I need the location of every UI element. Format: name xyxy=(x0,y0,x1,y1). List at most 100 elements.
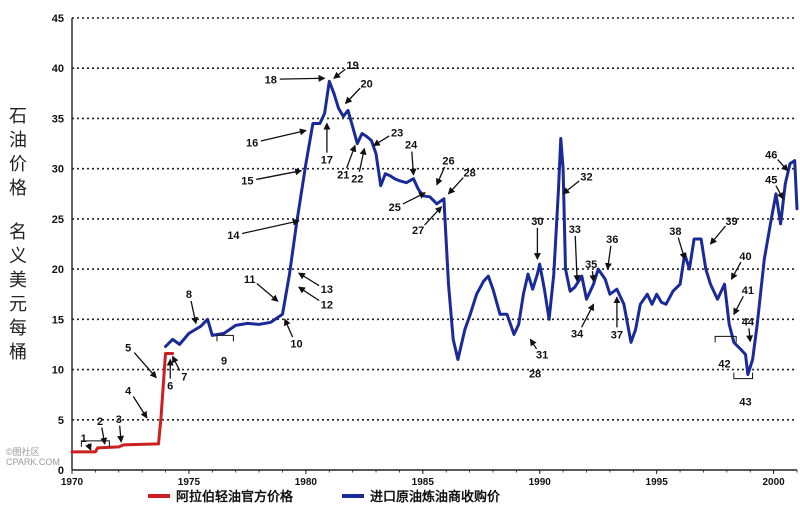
annotation-label: 8 xyxy=(186,289,192,301)
annotation-label: 20 xyxy=(361,78,373,90)
legend-label-2: 进口原油炼油商收购价 xyxy=(370,489,501,505)
annotation-label: 46 xyxy=(765,150,777,162)
annotation-arrow xyxy=(284,318,294,338)
annotation-arrow xyxy=(372,135,390,147)
annotation-bracket xyxy=(216,334,234,342)
x-tick-label: 1985 xyxy=(412,477,435,488)
annotation-arrow xyxy=(190,300,199,325)
annotation-arrow xyxy=(256,168,303,181)
annotation-label: 42 xyxy=(718,359,730,371)
annotation-arrow xyxy=(436,166,446,186)
annotation-label: 21 xyxy=(337,170,349,182)
watermark-line-2: CPARK.COM xyxy=(6,457,60,467)
annotation-label: 15 xyxy=(241,176,253,188)
annotation-label: 41 xyxy=(742,285,754,297)
annotation-label: 2 xyxy=(97,416,103,428)
annotation-arrow xyxy=(85,443,92,451)
annotation-arrow xyxy=(733,295,744,316)
y-axis-label-line: 名义美元每桶 xyxy=(9,222,27,363)
annotation-label: 18 xyxy=(265,74,277,86)
annotation-arrow xyxy=(242,218,300,235)
annotation-arrow xyxy=(562,180,580,195)
annotation-bracket xyxy=(733,372,754,380)
annotation-label: 10 xyxy=(290,338,302,350)
y-tick-label: 5 xyxy=(58,415,64,427)
annotation-arrow xyxy=(775,185,784,200)
annotation-arrow xyxy=(447,177,464,195)
annotation-arrow xyxy=(709,225,726,245)
y-tick-label: 35 xyxy=(52,113,64,125)
annotation-arrow xyxy=(333,68,346,79)
annotation-label: 1 xyxy=(81,433,87,445)
annotation-label: 6 xyxy=(167,381,173,393)
annotation-arrow xyxy=(746,328,754,343)
y-tick-label: 25 xyxy=(52,214,64,226)
annotation-label: 37 xyxy=(611,329,623,341)
annotation-label: 9 xyxy=(221,356,227,368)
annotation-label: 5 xyxy=(125,342,131,354)
annotation-label: 24 xyxy=(405,140,418,152)
annotation-arrow xyxy=(100,427,108,445)
annotation-arrow xyxy=(344,87,361,105)
y-axis-label-line: 石油价格 xyxy=(9,106,27,199)
annotation-arrow xyxy=(580,303,595,328)
legend-label-1: 阿拉伯轻油官方价格 xyxy=(176,489,294,505)
annotation-arrow xyxy=(604,245,612,271)
annotation-label: 33 xyxy=(569,224,581,236)
series-line-2 xyxy=(164,79,799,377)
annotation-arrow xyxy=(279,74,326,82)
annotation-arrow xyxy=(256,282,279,302)
annotation-label: 12 xyxy=(321,299,333,311)
annotation-label: 27 xyxy=(412,225,424,237)
annotation-arrow xyxy=(346,144,357,169)
x-tick-label: 1995 xyxy=(646,477,669,488)
annotation-arrow xyxy=(171,355,181,371)
series-line-1 xyxy=(70,352,175,454)
annotation-arrow xyxy=(132,396,148,419)
annotation-label: 45 xyxy=(765,175,777,187)
annotation-label: 13 xyxy=(321,284,333,296)
annotation-label: 7 xyxy=(181,372,187,384)
annotation-label: 19 xyxy=(347,60,359,72)
annotation-label: 44 xyxy=(742,316,755,328)
annotation-label: 4 xyxy=(125,386,132,398)
y-tick-label: 40 xyxy=(52,63,64,75)
annotation-arrow xyxy=(260,128,307,142)
annotation-arrow xyxy=(777,159,789,172)
annotation-arrow xyxy=(730,261,742,281)
annotation-label: 35 xyxy=(585,259,597,271)
annotation-arrow xyxy=(358,147,367,173)
annotation-arrow xyxy=(402,192,427,205)
y-tick-label: 15 xyxy=(52,314,64,326)
y-tick-label: 45 xyxy=(52,13,64,25)
annotation-label: 26 xyxy=(442,156,454,168)
y-tick-label: 0 xyxy=(58,465,64,477)
annotation-label: 32 xyxy=(580,172,592,184)
x-tick-label: 1990 xyxy=(529,477,552,488)
annotation-label: 34 xyxy=(571,328,584,340)
watermark: ©图社区 CPARK.COM xyxy=(6,447,60,467)
annotation-label: 30 xyxy=(531,216,543,228)
watermark-line-1: ©图社区 xyxy=(6,447,40,457)
annotation-label: 43 xyxy=(739,397,751,409)
annotation-label: 14 xyxy=(227,230,240,242)
annotation-label: 11 xyxy=(244,274,256,286)
annotation-label: 31 xyxy=(536,349,548,361)
annotation-arrow xyxy=(529,338,538,350)
annotation-label: 36 xyxy=(606,234,618,246)
annotation-label: 38 xyxy=(669,226,681,238)
annotation-label: 28 xyxy=(529,369,541,381)
annotation-bracket xyxy=(714,335,737,343)
annotation-bracket xyxy=(80,440,110,447)
annotation-label: 28 xyxy=(463,168,475,180)
annotation-label: 23 xyxy=(391,128,403,140)
annotation-arrow xyxy=(298,272,320,287)
y-tick-label: 20 xyxy=(52,264,64,276)
annotation-arrow xyxy=(573,235,581,283)
x-tick-label: 1975 xyxy=(178,477,201,488)
annotation-arrow xyxy=(424,206,443,226)
annotation-label: 3 xyxy=(116,414,122,426)
annotation-label: 16 xyxy=(246,138,258,150)
annotation-label: 17 xyxy=(321,155,333,167)
